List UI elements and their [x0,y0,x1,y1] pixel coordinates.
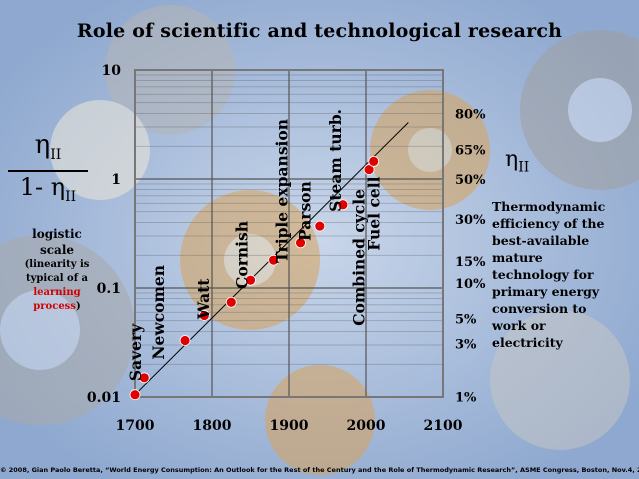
x-tick-label: 1900 [270,418,309,434]
data-point [225,296,237,308]
right-description-line: Thermodynamic [492,199,606,214]
technology-label: Savery [126,323,145,381]
right-description-line: technology for [492,267,594,282]
right-tick-label: 65% [455,144,486,159]
chart-grid [134,69,444,398]
technology-label: Steam turb. [326,109,345,212]
plot-frame [134,69,444,398]
x-tick-label: 1800 [193,418,232,434]
right-tick-label: 10% [455,277,486,292]
data-point [337,199,349,211]
technology-label: Triple expansion [272,119,291,263]
x-tick-label: 1700 [116,418,155,434]
technology-label: Newcomen [149,265,168,360]
left-scale-note: logistic scale (linearity is typical of … [24,227,90,312]
right-tick-label: 5% [455,312,477,327]
data-point [363,164,375,175]
x-tick-label: 2000 [347,418,386,434]
y-tick-label: 1 [111,172,121,188]
y-tick-label: 0.1 [97,281,121,297]
x-tick-labels: 1700 1800 1900 2000 2100 [116,418,463,434]
right-tick-labels: 80% 65% 50% 30% 15% 10% 5% 3% 1% [455,107,486,405]
y-tick-label: 10 [102,63,122,79]
right-tick-label: 30% [455,213,486,228]
right-tick-label: 3% [455,338,477,353]
data-point [129,389,141,401]
right-tick-label: 50% [455,173,486,188]
technology-label: Watt [194,278,213,320]
right-tick-label: 1% [455,391,477,406]
right-description-line: work or [492,318,546,333]
copyright-footer: © 2008, Gian Paolo Beretta, “World Energ… [0,466,639,474]
data-point [268,254,280,266]
right-axis-description: Thermodynamic efficiency of the best-avail… [492,198,637,351]
right-description-line: electricity [492,335,563,350]
right-description-line: conversion to [492,301,587,316]
slide-title: Role of scientific and technological res… [76,20,563,42]
right-axis-eta-label: ηII [505,147,530,176]
technology-label: Fuel cell [365,176,384,250]
data-point [295,237,306,249]
right-tick-label: 15% [455,255,486,270]
technology-label: Parson [295,181,314,241]
data-point [314,220,326,232]
technology-label: Cornish [232,221,251,289]
data-points [129,156,380,401]
ratio-numerator: ηII [34,130,62,164]
right-description-line: best-available [492,233,590,248]
x-tick-label: 2100 [424,418,463,434]
left-axis-ratio-label: ηII 1- ηII [8,130,88,212]
technology-label: Combined cycle [349,189,368,326]
y-tick-label: 0.01 [87,390,121,406]
right-description-line: primary energy [492,284,600,299]
right-description-line: mature [492,250,543,265]
process-word: process [33,301,76,312]
data-point [245,274,256,286]
right-tick-label: 80% [455,107,486,122]
ratio-denominator: 1- ηII [8,170,88,212]
learning-word: learning [33,287,81,298]
data-point [198,310,210,321]
y-tick-labels: 10 1 0.1 0.01 [87,63,121,406]
technology-labels: Savery Newcomen Watt Cornish Triple expansio… [126,109,384,381]
right-description-line: efficiency of the [492,216,605,231]
data-point [368,156,380,167]
data-point [138,372,150,384]
data-point [179,335,191,346]
